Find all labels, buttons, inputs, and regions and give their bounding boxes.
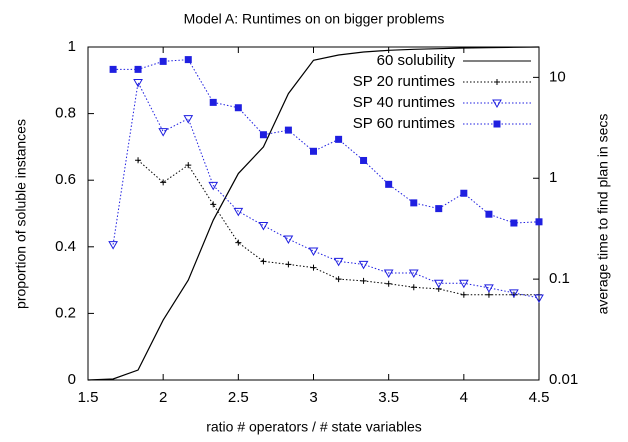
series-line <box>113 59 540 224</box>
point <box>233 207 244 217</box>
point <box>158 128 169 137</box>
point <box>159 57 167 65</box>
point <box>108 241 118 250</box>
legend-label: SP 60 runtimes <box>353 115 455 132</box>
point <box>335 135 343 143</box>
legend-marker <box>494 79 500 85</box>
point <box>160 179 167 186</box>
series-line <box>112 80 540 299</box>
point <box>460 189 468 197</box>
point <box>183 115 194 124</box>
point <box>408 269 419 279</box>
x-axis-label: ratio # operators / # state variables <box>206 419 422 435</box>
point <box>185 162 192 169</box>
legend-marker <box>492 99 502 109</box>
y-axis-label: proportion of soluble instances <box>13 119 29 309</box>
point <box>260 258 267 265</box>
point <box>484 284 494 293</box>
point <box>210 201 217 208</box>
point <box>258 222 269 231</box>
point <box>360 156 368 164</box>
x-tick-label: 2.5 <box>228 389 249 406</box>
point <box>360 277 367 284</box>
point <box>310 147 317 155</box>
point <box>134 65 142 73</box>
point <box>235 239 242 246</box>
x-tick-label: 2 <box>159 389 167 406</box>
point <box>184 56 192 64</box>
chart-title: Model A: Runtimes on on bigger problems <box>184 11 445 27</box>
point <box>383 269 394 279</box>
point <box>509 289 519 298</box>
y-tick-label: 0 <box>68 371 76 388</box>
x-tick-label: 3.5 <box>378 389 399 406</box>
point <box>209 98 217 106</box>
legend-label: SP 20 runtimes <box>353 73 455 90</box>
point <box>208 181 219 191</box>
point <box>259 131 267 139</box>
y2-tick-label: 0.01 <box>549 371 578 388</box>
y2-axis-label: average time to find plan in secs <box>595 114 611 315</box>
legend-label: SP 40 runtimes <box>353 94 455 111</box>
x-tick-label: 1.5 <box>78 389 99 406</box>
point <box>333 257 344 267</box>
point <box>135 157 142 164</box>
point <box>283 235 294 244</box>
point <box>234 104 242 112</box>
point <box>284 126 292 134</box>
point <box>308 247 319 257</box>
point <box>458 279 469 289</box>
y-tick-label: 0.2 <box>55 304 76 321</box>
plot-frame <box>87 46 540 381</box>
y2-tick-label: 0.1 <box>549 270 570 287</box>
x-tick-label: 4 <box>460 389 468 406</box>
point <box>410 199 418 207</box>
y2-tick-label: 1 <box>549 169 557 186</box>
point <box>285 261 292 268</box>
point <box>133 78 143 88</box>
y-tick-label: 0.4 <box>55 238 76 255</box>
legend-marker <box>493 120 501 128</box>
point <box>535 218 543 226</box>
point <box>410 284 417 291</box>
point <box>385 280 392 287</box>
x-tick-label: 4.5 <box>529 389 550 406</box>
y2-tick-label: 10 <box>549 68 566 85</box>
point <box>335 276 342 283</box>
point <box>433 279 444 289</box>
point <box>485 210 493 218</box>
point <box>358 260 369 270</box>
point <box>435 205 443 213</box>
point <box>385 180 393 188</box>
series-line <box>137 159 539 296</box>
x-tick-label: 3 <box>309 389 317 406</box>
point <box>460 291 467 298</box>
legend-label: 60 solubility <box>377 52 456 69</box>
series-line <box>87 46 540 381</box>
point <box>534 294 544 304</box>
y-tick-label: 1 <box>68 38 76 55</box>
y-tick-label: 0.8 <box>55 105 76 122</box>
point <box>510 219 518 227</box>
point <box>109 65 117 73</box>
y-tick-label: 0.6 <box>55 171 76 188</box>
point <box>310 264 317 271</box>
